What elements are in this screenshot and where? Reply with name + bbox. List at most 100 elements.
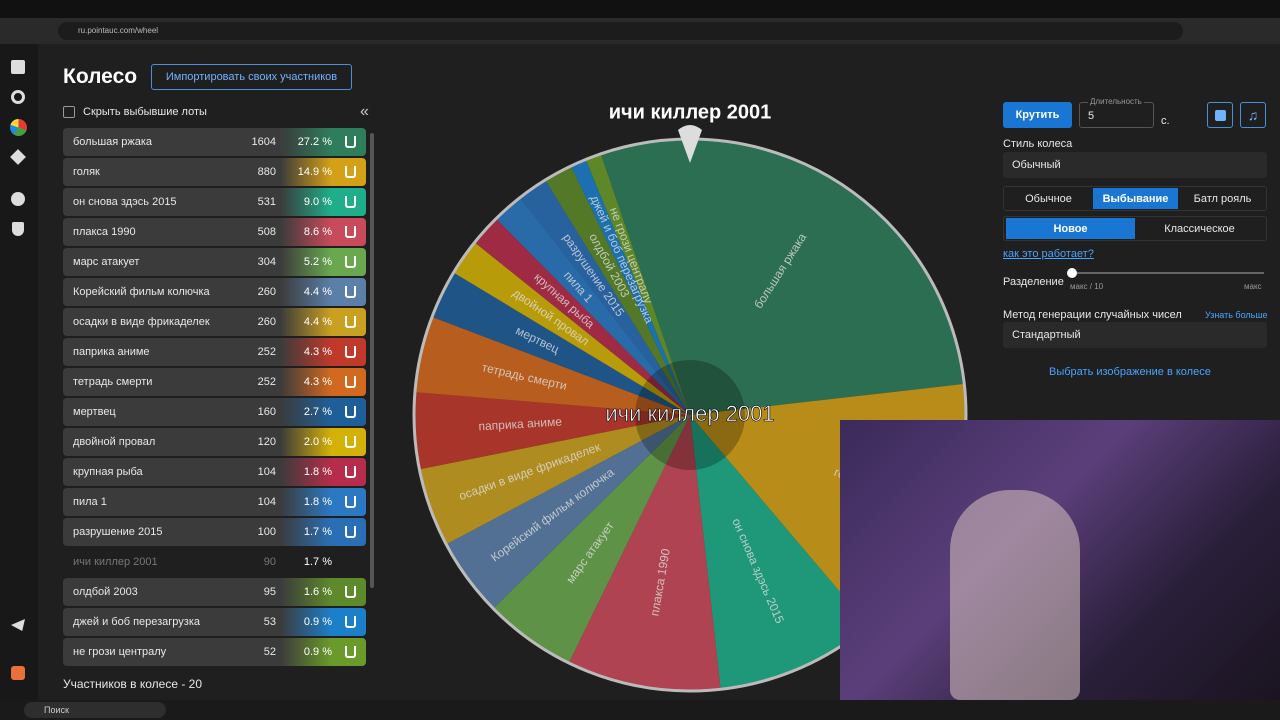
delete-icon[interactable] [345, 436, 356, 448]
delete-icon[interactable] [345, 526, 356, 538]
wheel-sector [496, 198, 690, 415]
participant-row: не грози централу 52 0.9 % [63, 638, 366, 666]
participant-name: мертвец [73, 406, 116, 418]
mode-option[interactable]: Выбывание [1093, 188, 1178, 209]
delete-icon[interactable] [345, 316, 356, 328]
hide-label: Скрыть выбывшие лоты [83, 106, 207, 118]
participant-amount: 304 [257, 256, 276, 268]
participant-row: тетрадь смерти 252 4.3 % [63, 368, 366, 396]
participant-name: тетрадь смерти [73, 376, 153, 388]
delete-icon[interactable] [345, 226, 356, 238]
participant-name: джей и боб перезагрузка [73, 616, 201, 628]
wheel-sector [571, 160, 690, 415]
participant-percent: 27.2 % [297, 136, 332, 148]
delete-icon[interactable] [345, 646, 356, 658]
duration-value: 5 [1088, 110, 1095, 122]
participant-amount: 880 [257, 166, 276, 178]
delete-icon[interactable] [345, 616, 356, 628]
participant-amount: 53 [263, 616, 276, 628]
wheel-sector [432, 273, 690, 415]
participant-row: разрушение 2015 100 1.7 % [63, 518, 366, 546]
delete-icon[interactable] [345, 286, 356, 298]
participant-row: большая ржака 1604 27.2 % [63, 128, 366, 156]
participant-color [280, 578, 366, 606]
duration-input[interactable]: Длительность 5 [1079, 97, 1154, 128]
variant-group [1003, 216, 1267, 241]
participant-row: ичи киллер 2001 90 1.7 % [63, 548, 366, 576]
tab-strip [0, 0, 1280, 18]
participant-amount: 260 [257, 316, 276, 328]
icon-telegram[interactable] [11, 619, 25, 631]
delete-icon[interactable] [345, 496, 356, 508]
music-button[interactable]: ♫ [1240, 102, 1266, 128]
participant-percent: 4.3 % [303, 346, 332, 358]
page-title: Колесо [63, 65, 138, 88]
icon-settings[interactable] [11, 90, 25, 104]
participant-percent: 4.3 % [303, 376, 332, 388]
delete-icon[interactable] [345, 346, 356, 358]
variant-option[interactable]: Классическое [1164, 222, 1235, 235]
wheel-sector [420, 415, 690, 544]
hide-checkbox[interactable] [63, 106, 75, 118]
participant-amount: 260 [257, 286, 276, 298]
delete-icon[interactable] [345, 196, 356, 208]
how-link[interactable]: как это работает? [1003, 248, 1094, 260]
icon-wheel[interactable] [10, 119, 27, 136]
duration-unit: с. [1161, 115, 1170, 127]
participant-color [280, 278, 366, 306]
delete-icon[interactable] [345, 166, 356, 178]
icon-help[interactable] [11, 192, 25, 206]
delete-icon[interactable] [345, 406, 356, 418]
dice-button[interactable] [1207, 102, 1233, 128]
style-label: Стиль колеса [1003, 138, 1073, 150]
participant-percent: 5.2 % [303, 256, 332, 268]
participant-amount: 104 [257, 496, 276, 508]
participant-color [280, 368, 366, 396]
delete-icon[interactable] [345, 586, 356, 598]
participant-amount: 531 [257, 196, 276, 208]
participant-name: разрушение 2015 [73, 526, 163, 538]
url: ru.pointauc.com/wheel [78, 26, 159, 35]
participant-name: плакса 1990 [73, 226, 136, 238]
icon-layers[interactable] [10, 149, 26, 165]
scrollbar [370, 133, 374, 588]
image-link[interactable]: Выбрать изображение в колесе [1049, 366, 1211, 378]
import-button[interactable]: Импортировать своих участников [151, 64, 352, 90]
delete-icon[interactable] [345, 136, 356, 148]
participant-percent: 2.7 % [303, 406, 332, 418]
participant-amount: 52 [263, 646, 276, 658]
wheel-sector [415, 317, 690, 415]
icon-shield[interactable] [12, 222, 24, 236]
rng-select[interactable]: Стандартный [1003, 322, 1267, 348]
participant-name: голяк [73, 166, 100, 178]
webcam [840, 420, 1280, 700]
style-select[interactable]: Обычный [1003, 152, 1267, 178]
participant-color [280, 428, 366, 456]
icon-brand[interactable] [11, 666, 25, 680]
participant-color [280, 398, 366, 426]
search-box[interactable] [24, 702, 166, 718]
delete-icon[interactable] [345, 256, 356, 268]
url-field[interactable] [58, 22, 1183, 40]
mode-option[interactable]: Батл рояль [1193, 192, 1252, 205]
mode-option[interactable]: Обычное [1025, 192, 1072, 205]
rng-label: Метод генерации случайных чисел [1003, 309, 1182, 321]
split-thumb[interactable] [1067, 268, 1077, 278]
participant-percent: 0.9 % [303, 646, 332, 658]
participant-percent: 1.6 % [303, 586, 332, 598]
participant-name: не грози централу [73, 646, 167, 658]
participant-amount: 160 [257, 406, 276, 418]
icon-auction[interactable] [11, 60, 25, 74]
wheel-sector [569, 415, 721, 690]
variant-option[interactable]: Новое [1006, 218, 1135, 239]
participant-row: марс атакует 304 5.2 % [63, 248, 366, 276]
participant-amount: 100 [257, 526, 276, 538]
delete-icon[interactable] [345, 376, 356, 388]
spin-button[interactable]: Крутить [1003, 102, 1072, 128]
participant-amount: 95 [263, 586, 276, 598]
delete-icon[interactable] [345, 466, 356, 478]
collapse-icon[interactable]: « [360, 103, 369, 120]
rng-more[interactable]: Узнать больше [1205, 310, 1268, 320]
mode-group [1003, 186, 1267, 211]
